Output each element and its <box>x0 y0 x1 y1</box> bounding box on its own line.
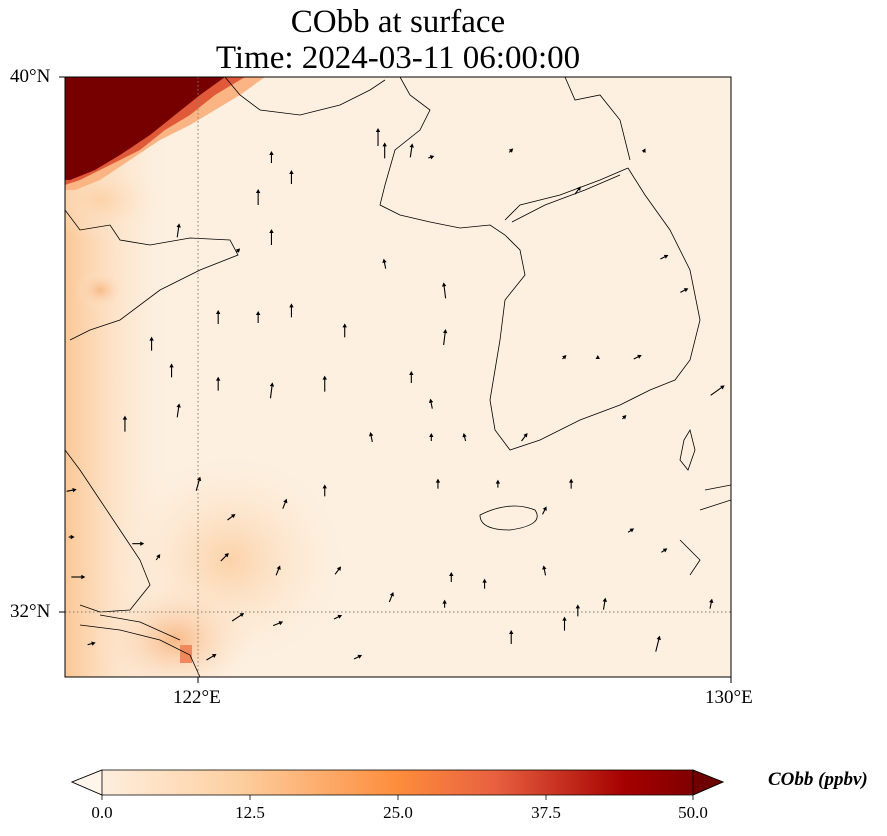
colorbar-tick-2: 25.0 <box>383 803 413 822</box>
wind-arrow <box>353 654 363 660</box>
wind-arrow <box>710 385 725 396</box>
wind-arrow <box>87 641 96 646</box>
wind-arrow <box>660 254 669 260</box>
wind-arrow <box>409 371 414 383</box>
wind-arrow <box>155 554 161 561</box>
wind-arrow <box>322 375 327 392</box>
wind-arrow <box>68 534 75 540</box>
wind-arrow <box>275 565 281 576</box>
wind-arrow <box>655 635 661 652</box>
gridlines <box>65 77 731 677</box>
wind-arrow <box>206 654 217 661</box>
wind-arrow <box>322 484 327 497</box>
wind-arrow <box>680 288 689 293</box>
wind-arrow <box>627 528 635 533</box>
wind-arrow <box>495 479 501 488</box>
wind-arrow <box>149 336 154 351</box>
wind-arrow <box>235 248 241 253</box>
lon-label-122: 122°E <box>173 687 221 708</box>
wind-arrow <box>429 433 434 441</box>
wind-arrow <box>227 514 236 521</box>
wind-arrow <box>333 614 343 620</box>
colorbar-tick-3: 37.5 <box>531 803 561 822</box>
colorbar <box>70 769 725 800</box>
wind-arrow <box>375 128 381 146</box>
wind-arrow <box>255 311 261 323</box>
colorbar-tick-4: 50.0 <box>678 803 708 822</box>
wind-arrow <box>661 548 668 553</box>
wind-arrow <box>195 476 202 491</box>
wind-arrow <box>334 566 342 575</box>
wind-arrow <box>622 415 627 420</box>
wind-arrow <box>176 403 181 418</box>
map-frame <box>64 76 732 678</box>
wind-arrow <box>169 363 174 378</box>
wind-arrow <box>441 282 447 299</box>
wind-arrow <box>428 155 435 160</box>
wind-arrow <box>633 354 642 360</box>
wind-arrow <box>442 599 447 608</box>
wind-arrow <box>215 310 221 324</box>
wind-arrow <box>641 148 646 153</box>
wind-arrow <box>132 541 145 546</box>
coastlines <box>65 77 731 677</box>
wind-arrow <box>289 303 294 318</box>
wind-arrow <box>388 592 394 603</box>
lon-label-130: 130°E <box>705 687 753 708</box>
concentration-field <box>65 77 731 677</box>
wind-arrow <box>462 433 467 442</box>
wind-arrow <box>509 630 514 644</box>
wind-arrow <box>562 616 567 631</box>
wind-arrow <box>382 142 387 159</box>
wind-arrow <box>71 574 86 580</box>
wind-arrow <box>442 329 448 346</box>
colorbar-tick-1: 12.5 <box>235 803 265 822</box>
wind-arrow <box>602 597 607 610</box>
wind-arrow <box>342 323 347 338</box>
colorbar-tick-0: 0.0 <box>91 803 113 822</box>
wind-arrow <box>269 151 274 163</box>
wind-arrow <box>231 613 245 622</box>
wind-arrow <box>269 382 275 399</box>
wind-arrow <box>568 478 574 489</box>
wind-arrow <box>282 498 288 509</box>
wind-arrow <box>220 553 229 562</box>
wind-arrow <box>562 355 567 360</box>
wind-arrow <box>482 578 487 589</box>
wind-arrow <box>289 170 294 184</box>
wind-vectors <box>66 128 725 661</box>
wind-arrow <box>575 604 581 617</box>
wind-arrow <box>449 572 454 582</box>
wind-arrow <box>382 258 387 269</box>
wind-arrow <box>272 621 284 627</box>
wind-arrow <box>368 432 374 443</box>
lat-label-32: 32°N <box>10 601 51 622</box>
wind-arrow <box>255 189 261 205</box>
wind-arrow <box>176 223 181 238</box>
wind-arrow <box>542 506 547 515</box>
wind-arrow <box>428 398 434 409</box>
wind-arrow <box>508 148 514 153</box>
colorbar-label: CObb (ppbv) <box>768 769 868 790</box>
wind-arrow <box>215 376 221 391</box>
wind-arrow <box>574 186 581 195</box>
wind-arrow <box>521 433 528 442</box>
wind-arrow <box>435 478 441 489</box>
wind-arrow <box>542 565 547 576</box>
title-line-2: Time: 2024-03-11 06:00:00 <box>215 40 581 76</box>
wind-arrow <box>269 229 274 245</box>
wind-arrow <box>66 487 77 493</box>
lat-label-40: 40°N <box>10 66 51 87</box>
title-line-1: CObb at surface <box>290 4 506 40</box>
wind-arrow <box>409 143 414 158</box>
wind-arrow <box>709 598 714 609</box>
wind-arrow <box>122 415 128 432</box>
wind-arrow <box>595 355 600 359</box>
